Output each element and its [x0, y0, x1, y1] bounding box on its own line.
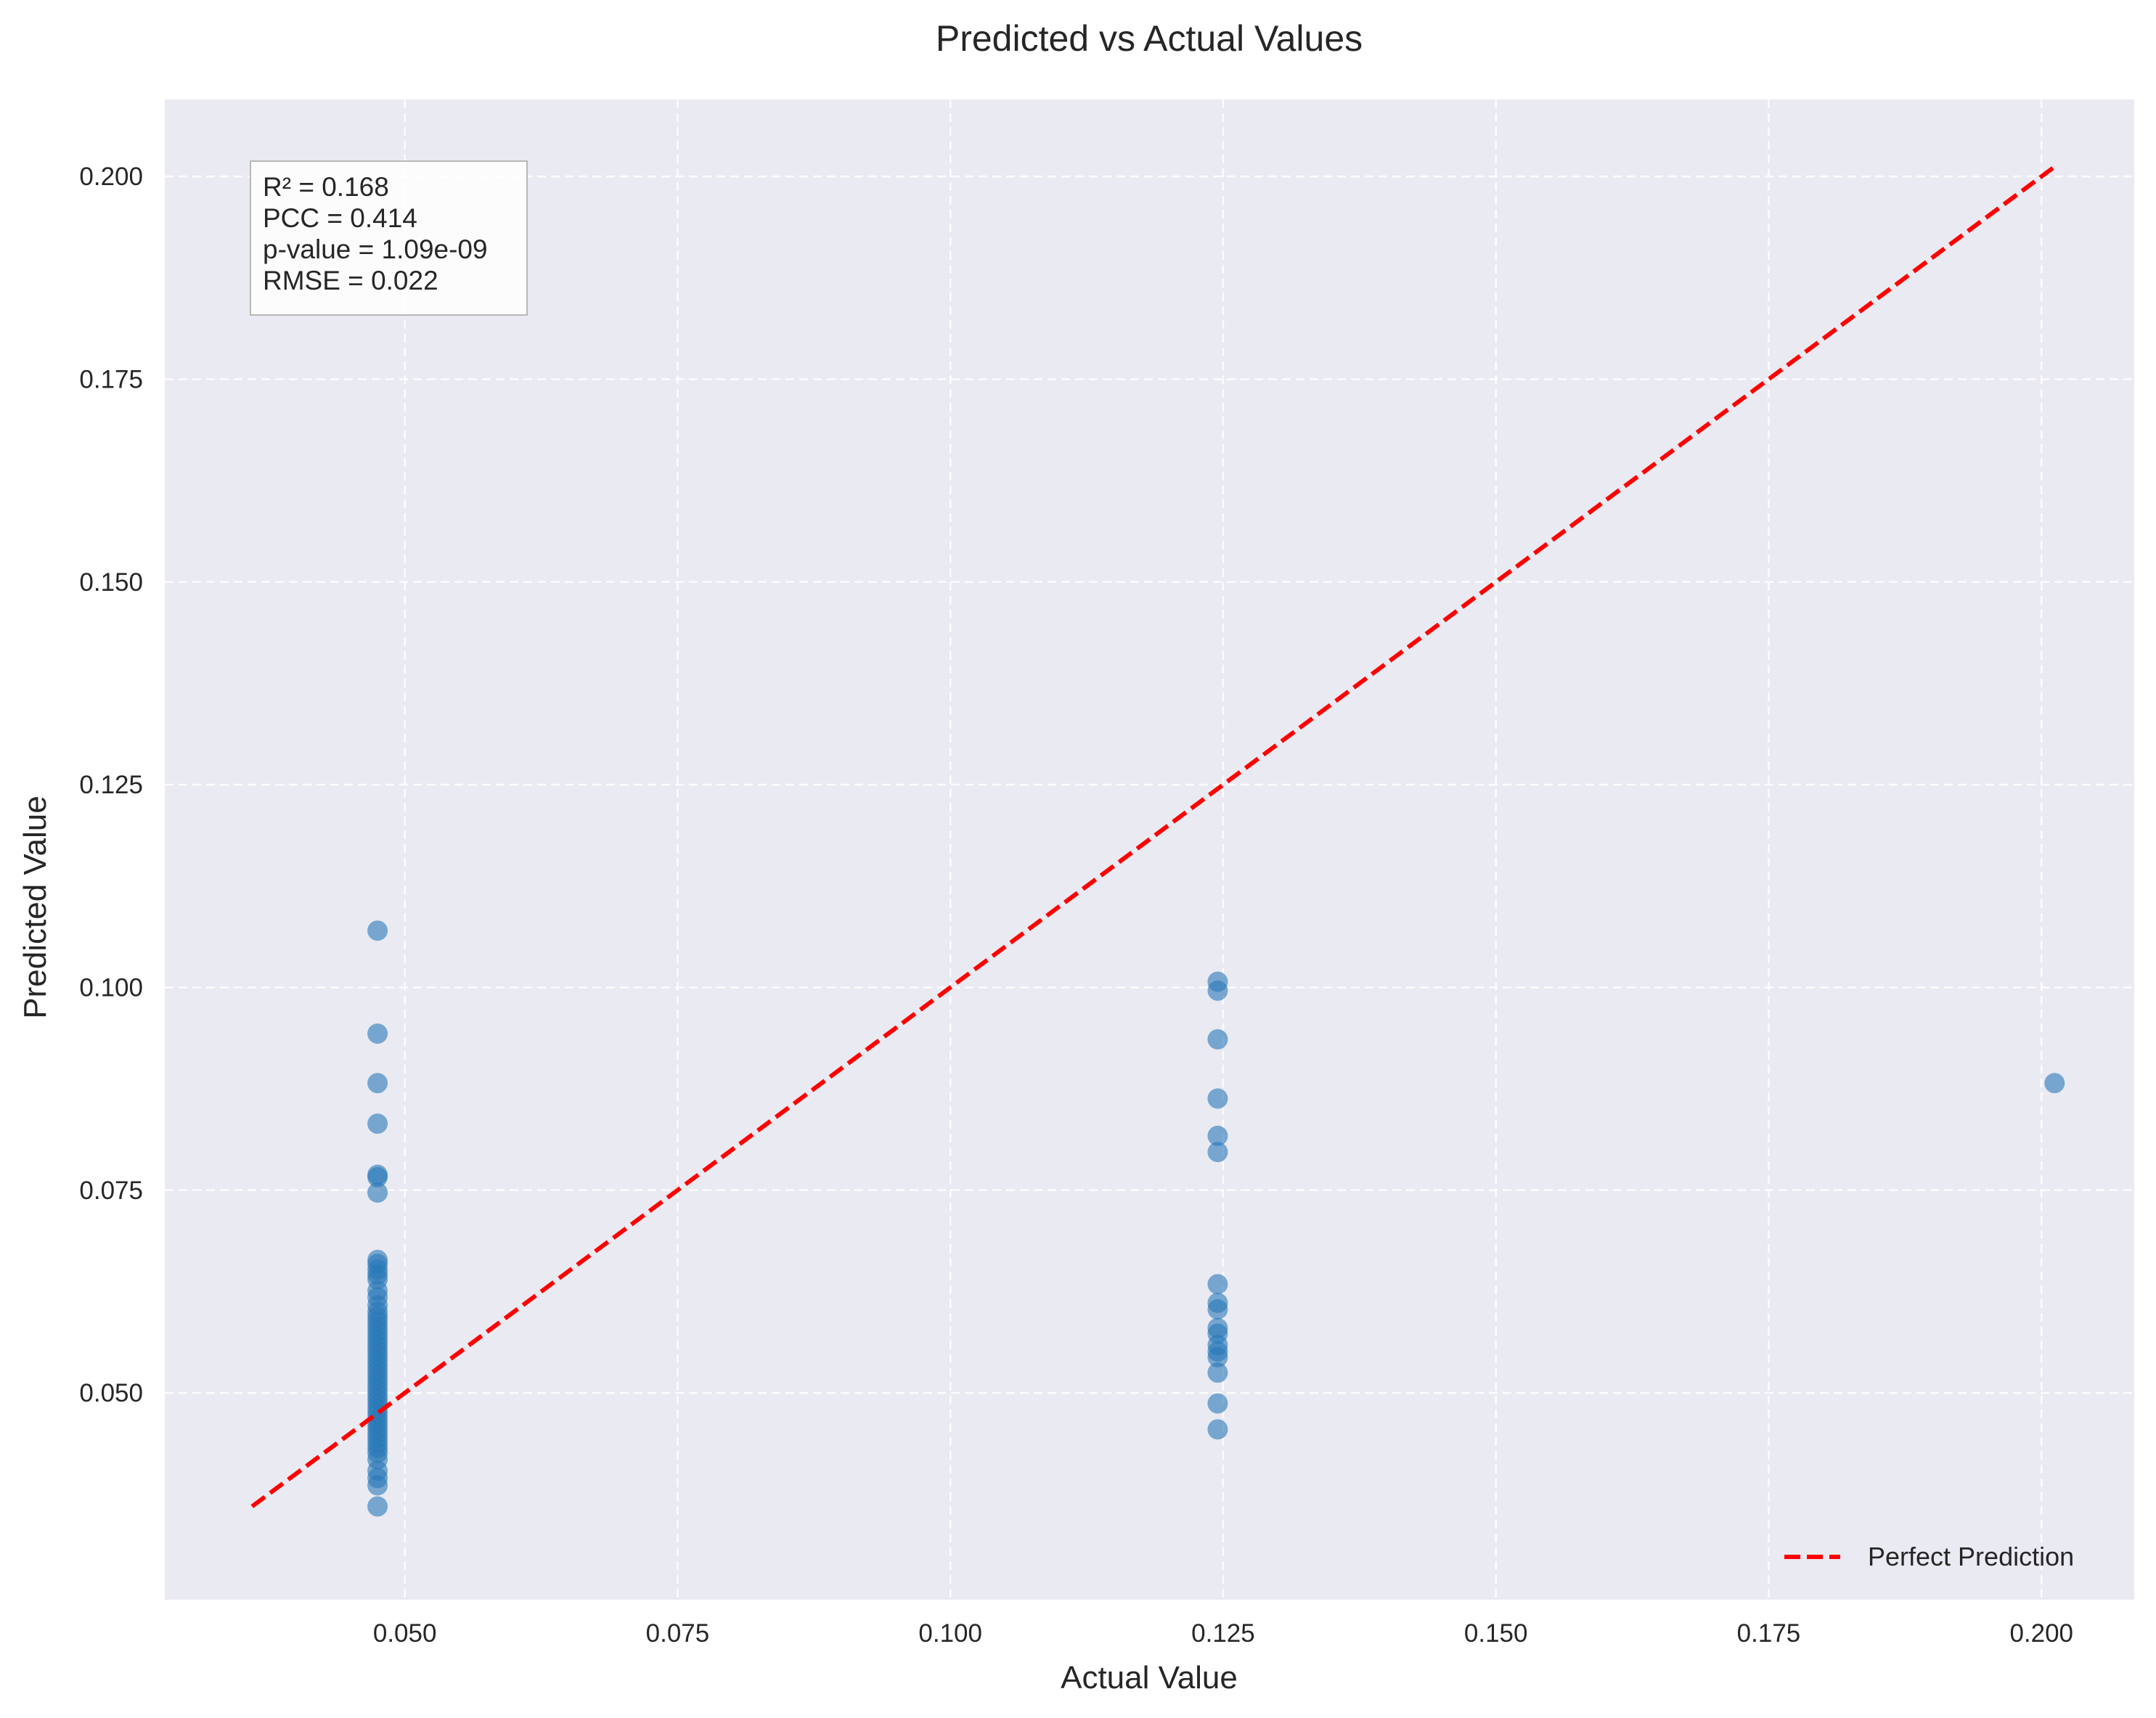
scatter-point	[1207, 1419, 1228, 1440]
y-tick-label: 0.175	[79, 365, 143, 393]
scatter-point	[1207, 1393, 1228, 1414]
x-tick-label: 0.075	[646, 1619, 710, 1648]
scatter-point	[367, 1182, 388, 1203]
scatter-point	[1207, 1274, 1228, 1295]
y-axis-label: Predicted Value	[17, 795, 53, 1018]
scatter-point	[1207, 1142, 1228, 1163]
x-axis-label: Actual Value	[1061, 1660, 1238, 1695]
y-tick-label: 0.150	[79, 568, 143, 597]
scatter-point	[2044, 1073, 2065, 1094]
scatter-point	[1207, 1125, 1228, 1146]
x-tick-label: 0.175	[1737, 1619, 1801, 1648]
scatter-point	[1207, 1088, 1228, 1109]
stats-box: R² = 0.168 PCC = 0.414 p-value = 1.09e-0…	[250, 160, 528, 316]
x-tick-label: 0.100	[918, 1619, 982, 1648]
x-tick-label: 0.050	[373, 1619, 437, 1648]
data-points	[367, 920, 2065, 1517]
scatter-point	[367, 1023, 388, 1044]
x-tick-label: 0.200	[2009, 1619, 2073, 1648]
grid-lines	[165, 99, 2134, 1600]
scatter-point	[367, 1496, 388, 1517]
y-tick-label: 0.050	[79, 1379, 143, 1407]
scatter-point	[1207, 980, 1228, 1001]
y-axis-ticks: 0.050 0.075 0.100 0.125 0.150 0.175 0.200	[79, 163, 143, 1407]
scatter-point	[367, 920, 388, 941]
stats-pcc: PCC = 0.414	[263, 203, 417, 233]
y-tick-label: 0.200	[79, 163, 143, 191]
x-tick-label: 0.125	[1191, 1619, 1255, 1648]
scatter-point	[1207, 1346, 1228, 1367]
scatter-point	[367, 1166, 388, 1187]
perfect-prediction-line	[250, 165, 2057, 1508]
scatter-point	[367, 1113, 388, 1134]
scatter-point	[367, 1073, 388, 1094]
scatter-point	[1207, 1299, 1228, 1320]
stats-box-frame	[250, 160, 528, 316]
stats-rmse: RMSE = 0.022	[263, 266, 438, 295]
scatter-point	[1207, 1362, 1228, 1383]
chart-title: Predicted vs Actual Values	[936, 18, 1363, 59]
legend: Perfect Prediction	[1784, 1542, 2074, 1571]
x-axis-ticks: 0.050 0.075 0.100 0.125 0.150 0.175 0.200	[373, 1619, 2073, 1648]
scatter-point	[367, 1475, 388, 1496]
legend-entry-perfect-prediction: Perfect Prediction	[1868, 1542, 2074, 1571]
y-tick-label: 0.125	[79, 771, 143, 799]
plot-area	[165, 99, 2134, 1600]
y-tick-label: 0.100	[79, 973, 143, 1002]
scatter-point	[1207, 1028, 1228, 1050]
stats-p-value: p-value = 1.09e-09	[263, 234, 488, 264]
reference-lines	[250, 165, 2057, 1508]
x-tick-label: 0.150	[1464, 1619, 1528, 1648]
y-tick-label: 0.075	[79, 1177, 143, 1205]
stats-r2: R² = 0.168	[263, 172, 389, 202]
